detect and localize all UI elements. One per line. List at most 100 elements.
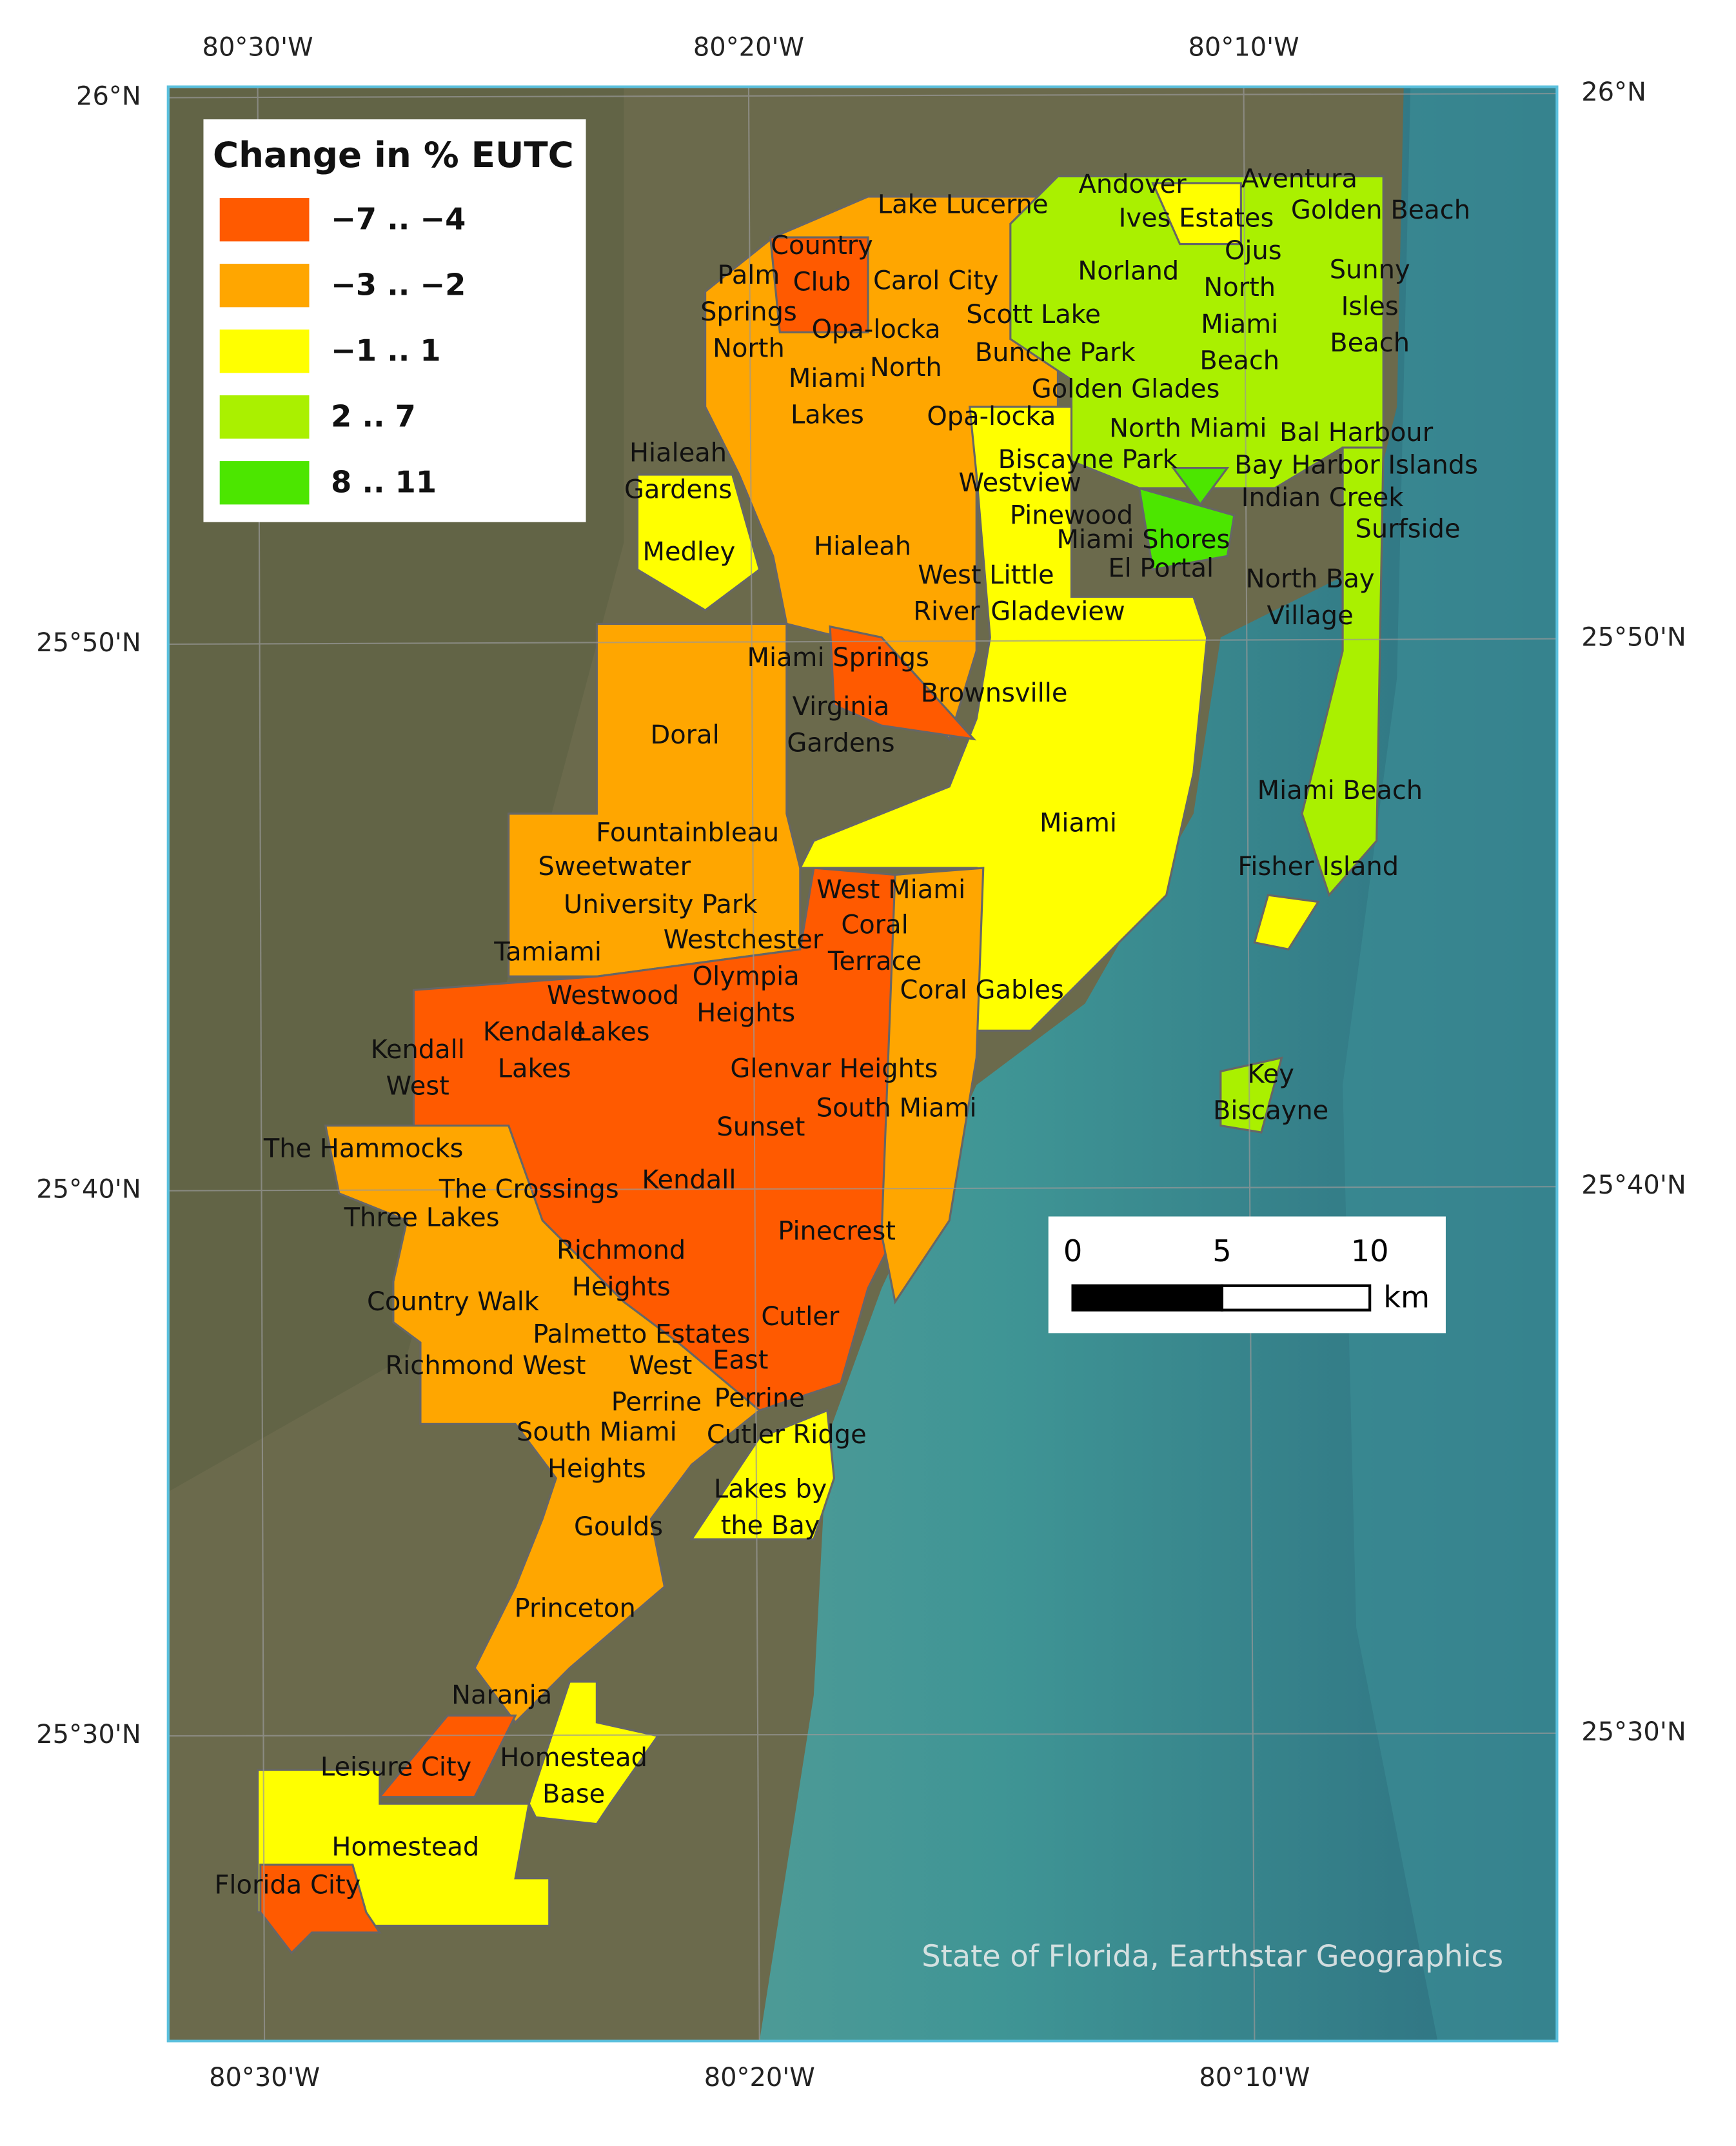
place-label: Palm Springs North — [700, 261, 797, 364]
place-label: Perrine — [611, 1388, 702, 1417]
place-label-line: Gardens — [624, 475, 732, 504]
place-label-line: Hialeah — [629, 438, 727, 468]
place-label: Carol City — [873, 266, 998, 295]
region — [324, 1125, 762, 1724]
place-label: Sunset — [716, 1112, 805, 1142]
place-label-line: Coral — [841, 910, 908, 940]
place-label-line: North Bay — [1246, 564, 1375, 594]
latitude-label: 25°40'N — [36, 1175, 141, 1205]
place-label-line: Virginia — [793, 692, 890, 722]
legend-swatch — [219, 198, 310, 242]
place-label-line: the Bay — [721, 1511, 820, 1541]
place-label: Three Lakes — [344, 1203, 500, 1233]
region — [1009, 175, 1385, 489]
place-label: River — [913, 597, 980, 627]
parallel — [168, 638, 1557, 645]
scale-unit: km — [1383, 1279, 1430, 1314]
place-label: Miami Springs — [747, 643, 929, 673]
place-label: Florida City — [214, 1870, 360, 1900]
place-label: El Portal — [1108, 553, 1214, 583]
place-label: Sunny Isles Beach — [1330, 255, 1410, 359]
basemap: Lake Lucerne Andover Aventura Ives Estates G… — [168, 86, 1557, 2042]
scale-label: 0 — [1063, 1234, 1082, 1268]
place-label-line: Key — [1247, 1059, 1294, 1089]
place-label: Gladeview — [991, 597, 1125, 627]
place-label: Leisure City — [321, 1752, 471, 1782]
scale-label: 10 — [1351, 1234, 1389, 1268]
longitude-label: 80°10'W — [1199, 2063, 1310, 2092]
place-label-line: North — [1203, 273, 1276, 302]
place-label: Aventura — [1241, 164, 1357, 194]
legend-label: −3 .. −2 — [331, 267, 466, 302]
latitude-label: 25°30'N — [1581, 1717, 1686, 1747]
place-label-line: South Miami — [517, 1417, 677, 1447]
place-label: Bay Harbor Islands — [1234, 450, 1478, 480]
place-label: Homestead — [331, 1833, 479, 1862]
place-label: Norland — [1078, 257, 1179, 286]
place-label: Ives Estates — [1119, 204, 1274, 233]
place-label: Olympia Heights — [693, 961, 800, 1028]
place-label: Richmond West — [385, 1351, 586, 1381]
attribution: State of Florida, Earthstar Geographics — [922, 1938, 1503, 1973]
longitude-label: 80°10'W — [1189, 33, 1299, 63]
place-label: Pinewood — [1010, 500, 1133, 530]
legend-label: 2 .. 7 — [331, 399, 416, 433]
place-label: Country Walk — [367, 1287, 540, 1317]
place-label: Fisher Island — [1238, 852, 1399, 881]
legend-swatch — [219, 264, 310, 308]
place-label: Westchester — [664, 925, 824, 955]
place-label: Palmetto Estates — [533, 1320, 750, 1350]
place-label: Naranja — [451, 1680, 552, 1710]
place-label-line: Isles — [1341, 291, 1399, 321]
place-label: Ojus — [1225, 236, 1282, 266]
place-label-line: Lakes — [791, 400, 864, 430]
place-label: Doral — [650, 720, 719, 750]
place-label: Lakes by the Bay — [714, 1474, 827, 1541]
legend-swatch — [219, 461, 310, 505]
region — [1253, 894, 1320, 950]
place-label: North Bay Village — [1246, 564, 1375, 631]
place-label-line: Palm — [718, 261, 780, 290]
scale-box — [1048, 1216, 1446, 1334]
place-label: Miami Lakes — [789, 364, 866, 430]
legend-items: −7 .. −4 −3 .. −2 −1 .. 1 2 .. 7 8 .. 11 — [219, 198, 466, 505]
place-label: Princeton — [515, 1593, 636, 1623]
parallel — [168, 93, 1557, 99]
place-label: West — [629, 1351, 692, 1381]
place-label: Glenvar Heights — [730, 1054, 938, 1083]
place-label-line: Kendall — [371, 1035, 465, 1065]
legend-swatch — [219, 330, 310, 373]
place-label: Surfside — [1356, 514, 1461, 544]
place-label-line: Miami — [789, 364, 866, 393]
place-label-line: Gardens — [787, 729, 894, 758]
latitude-label: 25°40'N — [1581, 1170, 1686, 1200]
place-label: Richmond Heights — [557, 1235, 686, 1302]
place-label-line: Springs — [700, 297, 797, 327]
regions — [257, 175, 1385, 1954]
place-label: Kendall — [642, 1165, 736, 1195]
place-label: Hialeah — [814, 532, 911, 562]
latitude-label: 25°50'N — [36, 628, 141, 658]
place-label: Country Club — [771, 231, 873, 297]
place-label: Homestead Base — [500, 1743, 647, 1809]
place-label: South Miami Heights — [517, 1417, 677, 1484]
region — [829, 625, 977, 741]
place-label-line: Sunny — [1330, 255, 1410, 285]
region — [689, 1409, 836, 1541]
place-label: East — [713, 1346, 768, 1375]
place-label: Bal Harbour — [1279, 418, 1434, 448]
place-label: The Hammocks — [263, 1134, 464, 1163]
place-label-line: Heights — [572, 1272, 671, 1302]
place-label: Hialeah Gardens — [624, 438, 732, 505]
legend-box — [203, 119, 586, 522]
graticule-labels: 80°30'W 80°30'W 80°20'W 80°20'W 80°10'W 80°10… — [36, 33, 1686, 2092]
place-label: Bunche Park — [975, 338, 1136, 368]
place-label: Cutler — [761, 1302, 840, 1332]
parallel — [168, 1732, 1557, 1737]
place-label-line: Lakes — [577, 1018, 650, 1047]
place-label: Tamiami — [493, 938, 602, 967]
scale-bar: 0 5 10 km — [1048, 1216, 1446, 1334]
place-labels: Lake Lucerne Andover Aventura Ives Estates G… — [214, 164, 1478, 1900]
place-label: Kendale Lakes — [483, 1018, 586, 1084]
region — [1151, 182, 1242, 246]
